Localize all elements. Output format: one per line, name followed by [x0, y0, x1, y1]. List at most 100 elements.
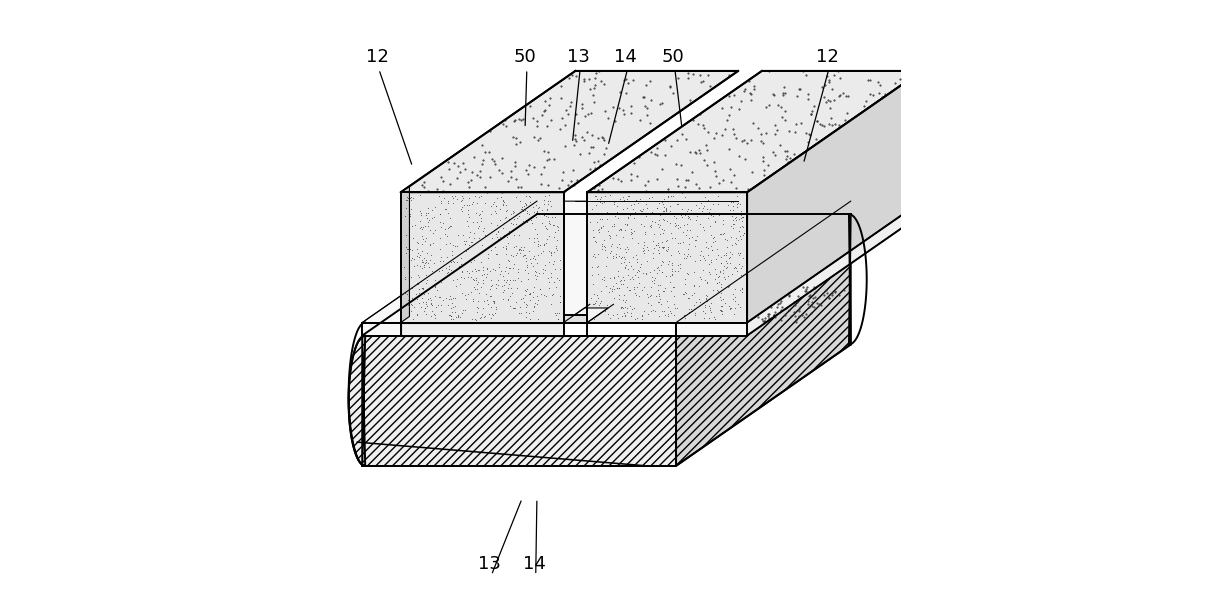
Point — [483, 233, 502, 243]
Point — [399, 301, 419, 310]
Point — [686, 235, 705, 244]
Polygon shape — [401, 192, 564, 322]
Point — [422, 266, 442, 276]
Point — [503, 263, 523, 273]
Point — [595, 242, 615, 251]
Point — [416, 208, 436, 218]
Point — [612, 311, 632, 321]
Point — [656, 283, 675, 293]
Point — [593, 221, 612, 231]
Text: 12: 12 — [816, 48, 839, 66]
Point — [507, 248, 526, 258]
Point — [597, 252, 616, 262]
Point — [501, 275, 520, 284]
Point — [403, 300, 422, 310]
Point — [439, 222, 459, 232]
Point — [610, 282, 629, 292]
Point — [588, 269, 607, 279]
Point — [466, 315, 485, 324]
Point — [659, 278, 679, 287]
Point — [597, 261, 616, 271]
Point — [524, 282, 543, 291]
Point — [515, 265, 535, 275]
Point — [638, 204, 657, 213]
Point — [592, 224, 611, 233]
Point — [459, 221, 478, 231]
Point — [485, 296, 505, 306]
Point — [492, 199, 512, 208]
Point — [456, 239, 476, 248]
Point — [436, 230, 455, 239]
Point — [437, 239, 456, 248]
Point — [518, 285, 537, 295]
Point — [652, 242, 672, 251]
Point — [584, 249, 604, 259]
Point — [499, 263, 518, 273]
Point — [679, 233, 698, 242]
Point — [419, 217, 438, 227]
Point — [725, 263, 744, 273]
Point — [551, 298, 570, 307]
Point — [732, 287, 751, 296]
Point — [508, 264, 528, 274]
Point — [509, 308, 529, 318]
Point — [467, 198, 486, 207]
Point — [639, 310, 658, 319]
Point — [506, 193, 525, 202]
Point — [644, 253, 663, 262]
Point — [657, 207, 676, 216]
Point — [710, 229, 730, 239]
Point — [459, 272, 478, 282]
Point — [468, 303, 488, 313]
Point — [459, 244, 478, 254]
Point — [517, 200, 536, 210]
Point — [728, 226, 748, 236]
Point — [675, 210, 695, 220]
Point — [478, 264, 497, 274]
Point — [699, 259, 719, 268]
Point — [705, 275, 725, 284]
Point — [688, 196, 708, 206]
Point — [632, 219, 651, 228]
Point — [421, 311, 440, 321]
Point — [609, 271, 628, 281]
Point — [486, 201, 506, 210]
Point — [698, 296, 718, 306]
Point — [515, 216, 535, 226]
Point — [661, 307, 680, 316]
Point — [615, 290, 634, 300]
Point — [620, 285, 639, 295]
Point — [500, 291, 519, 301]
Point — [517, 261, 536, 270]
Point — [409, 251, 428, 261]
Polygon shape — [362, 214, 851, 336]
Point — [587, 290, 606, 300]
Point — [714, 219, 733, 228]
Point — [682, 290, 702, 300]
Point — [453, 193, 472, 203]
Point — [467, 266, 486, 276]
Point — [547, 282, 566, 292]
Point — [711, 306, 731, 316]
Point — [605, 211, 624, 221]
Point — [674, 310, 693, 320]
Point — [586, 236, 605, 246]
Point — [541, 247, 560, 257]
Point — [525, 238, 544, 247]
Point — [491, 193, 511, 202]
Point — [730, 231, 749, 241]
Point — [635, 227, 655, 237]
Point — [629, 278, 649, 288]
Point — [710, 293, 730, 302]
Point — [705, 255, 725, 264]
Point — [649, 285, 668, 295]
Point — [708, 199, 727, 208]
Point — [621, 311, 640, 321]
Point — [512, 202, 531, 212]
Point — [675, 287, 695, 296]
Point — [399, 301, 419, 311]
Point — [638, 242, 657, 251]
Point — [534, 246, 553, 256]
Point — [524, 302, 543, 312]
Point — [705, 217, 725, 227]
